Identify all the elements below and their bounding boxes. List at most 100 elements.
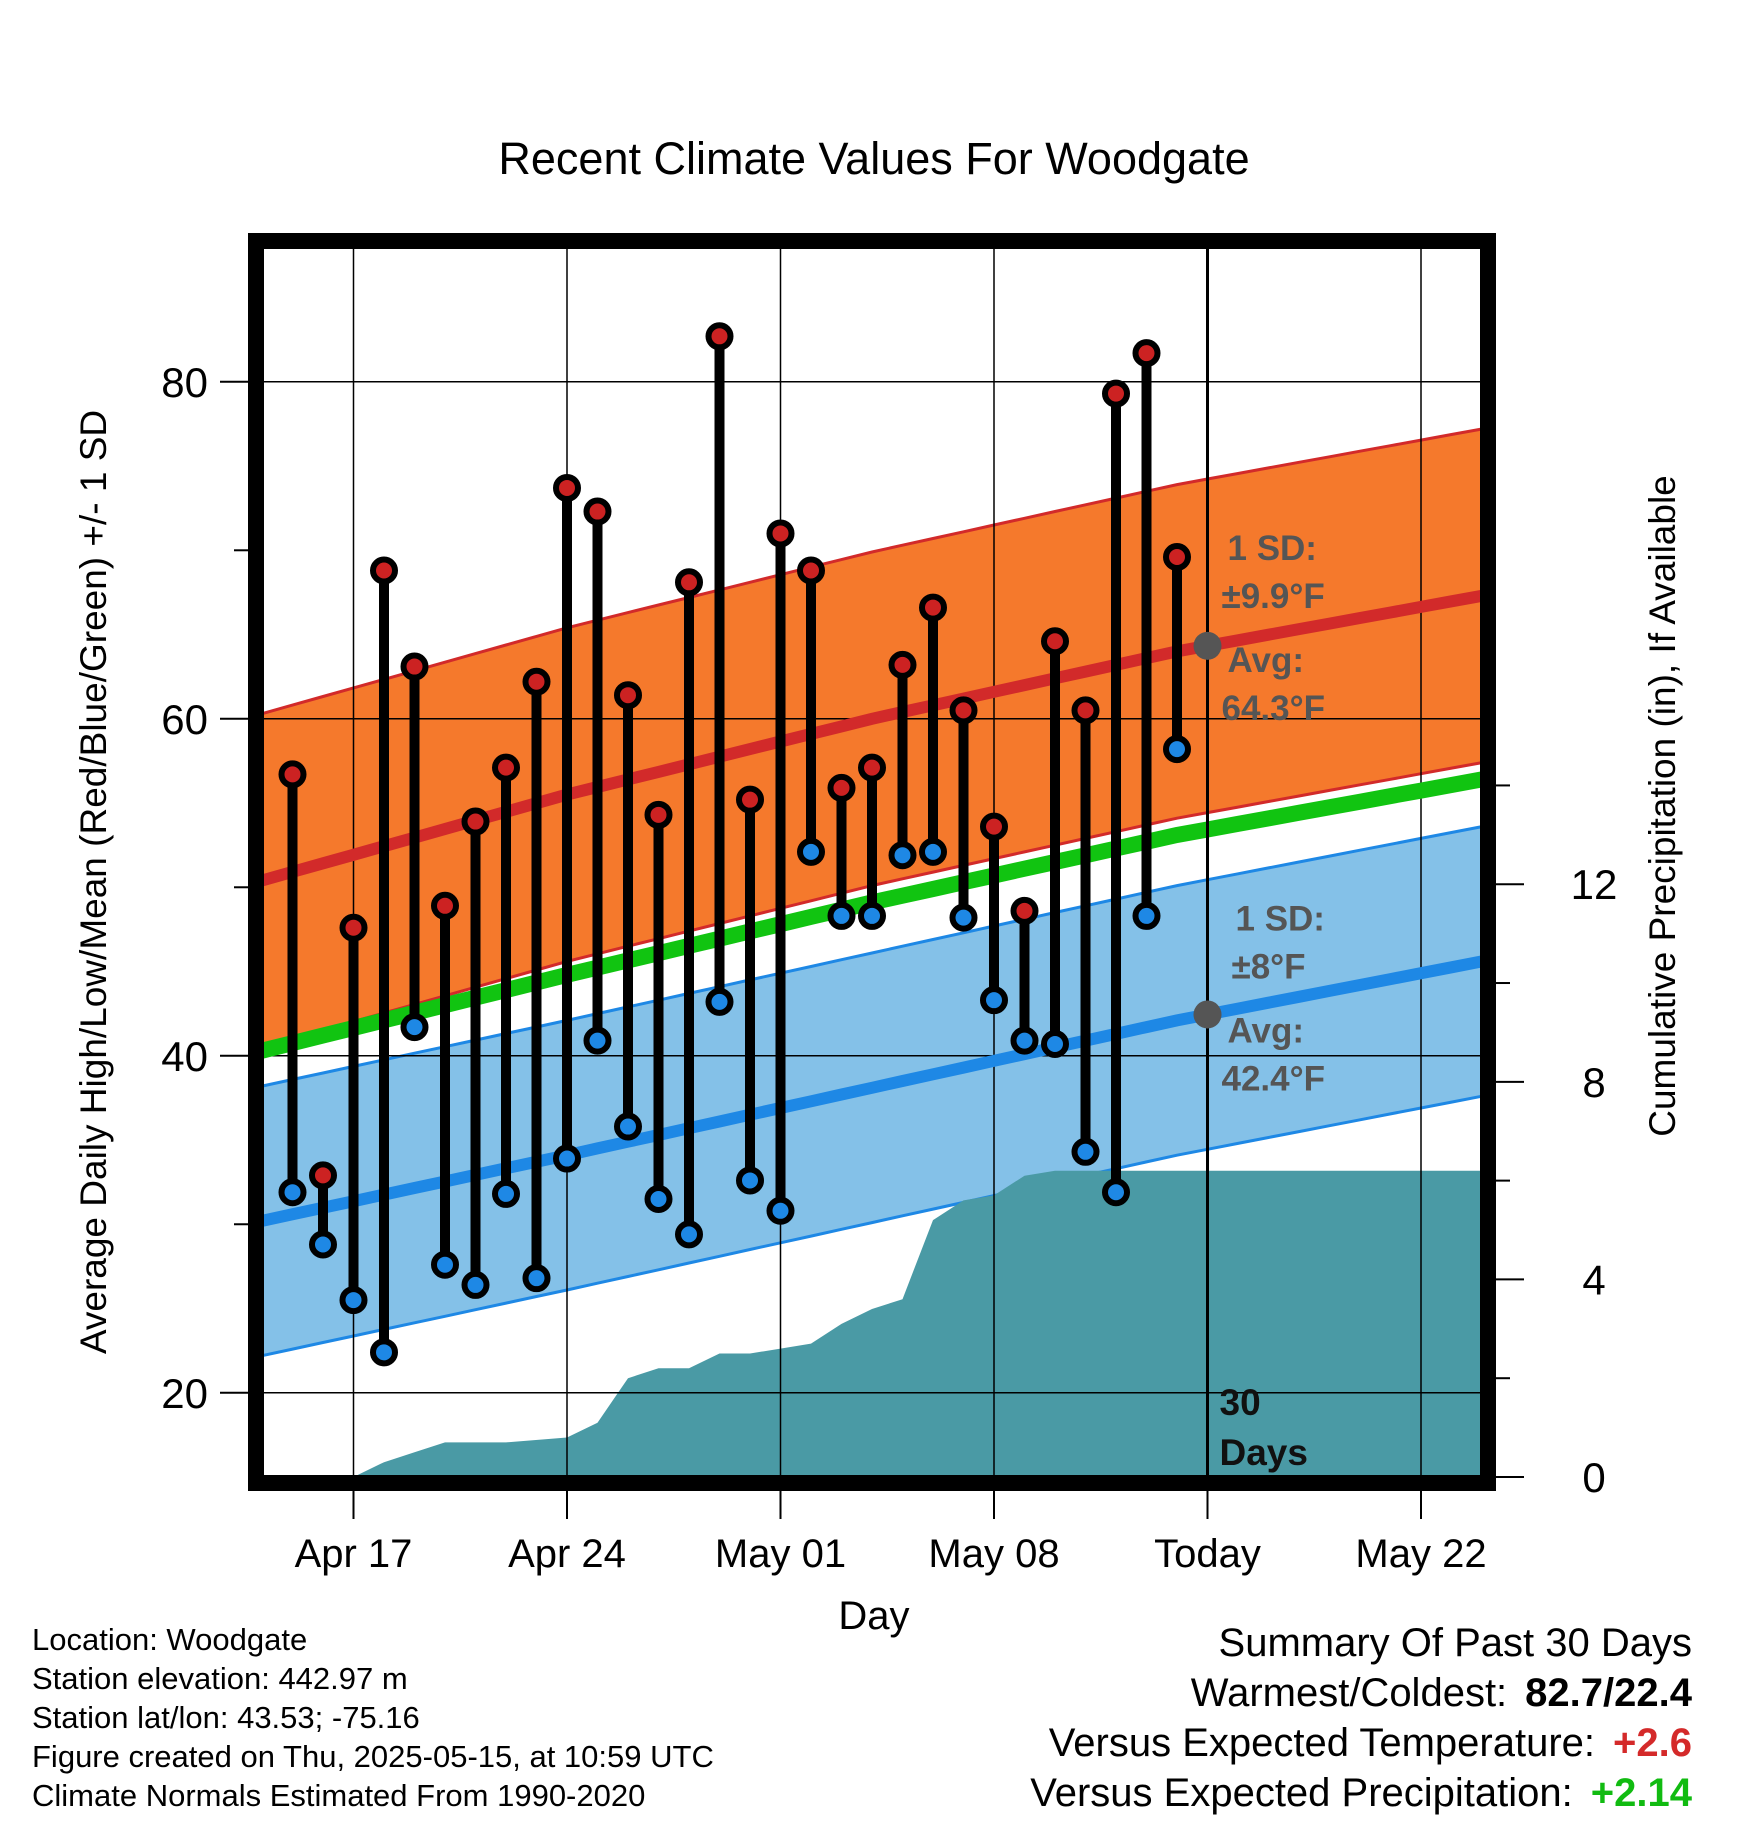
high-avg-value: 64.3°F bbox=[1222, 689, 1326, 728]
high-temp-point bbox=[339, 913, 368, 942]
low-temp-point bbox=[827, 901, 856, 930]
high-temp-point bbox=[461, 807, 490, 836]
high-temp-point bbox=[1041, 627, 1069, 656]
y-tick-label-right: 4 bbox=[1582, 1256, 1605, 1303]
plot-area bbox=[260, 247, 1484, 1477]
high-sd-upper-edge bbox=[261, 427, 1483, 716]
x-axis-label: Day bbox=[838, 1594, 909, 1638]
chart-title: Recent Climate Values For Woodgate bbox=[498, 133, 1249, 184]
low-temp-point bbox=[1010, 1026, 1039, 1055]
low-temp-point bbox=[583, 1026, 612, 1055]
low-temp-point bbox=[278, 1178, 307, 1207]
today-low-avg-marker bbox=[1193, 1000, 1222, 1029]
high-temp-point bbox=[614, 681, 642, 710]
low-avg-value: 42.4°F bbox=[1222, 1059, 1326, 1098]
low-sd-label: 1 SD: bbox=[1236, 899, 1325, 938]
high-temp-point bbox=[736, 785, 764, 814]
low-sd-lower-edge bbox=[261, 1094, 1483, 1358]
low-temp-point bbox=[431, 1250, 459, 1279]
low-sd-value: ±8°F bbox=[1232, 947, 1306, 986]
annotations: 1 SD: ±9.9°F Avg: 64.3°F 1 SD: ±8°F Avg: 42.4°F… bbox=[1220, 529, 1326, 1473]
summary-panel: Summary Of Past 30 Days Warmest/Coldest:… bbox=[1030, 1618, 1692, 1818]
high-temp-point bbox=[553, 473, 581, 502]
high-temp-point bbox=[431, 891, 459, 920]
y-axis-label-left: Average Daily High/Low/Mean (Red/Blue/Gr… bbox=[73, 410, 114, 1354]
low-mean-line bbox=[260, 955, 1484, 1227]
temp-label: Versus Expected Temperature: bbox=[1048, 1721, 1596, 1765]
low-temp-point bbox=[980, 986, 1008, 1015]
x-tick-label: May 01 bbox=[715, 1532, 846, 1576]
warmest-coldest-label: Warmest/Coldest: bbox=[1190, 1671, 1508, 1715]
low-temp-point bbox=[919, 837, 947, 866]
low-temp-point bbox=[736, 1166, 764, 1195]
low-temp-point bbox=[644, 1184, 673, 1213]
low-temp-point bbox=[1132, 901, 1161, 930]
high-temp-point bbox=[1102, 379, 1130, 408]
low-temp-point bbox=[339, 1286, 368, 1315]
low-sd-upper-edge bbox=[261, 825, 1483, 1088]
low-temp-point bbox=[309, 1230, 337, 1259]
summary-title: Summary Of Past 30 Days bbox=[1218, 1621, 1692, 1665]
high-temp-point bbox=[797, 556, 825, 585]
high-temp-point bbox=[583, 497, 612, 526]
high-temp-point bbox=[827, 773, 856, 802]
y-axis-label-right: Cumulative Precipitation (in), If Availa… bbox=[1642, 475, 1683, 1137]
elevation-text: Station elevation: 442.97 m bbox=[32, 1661, 408, 1696]
location-text: Location: Woodgate bbox=[32, 1622, 308, 1657]
y-tick-label-right: 0 bbox=[1582, 1454, 1605, 1501]
low-temp-point bbox=[675, 1220, 703, 1249]
low-temp-point bbox=[553, 1144, 581, 1173]
created-text: Figure created on Thu, 2025-05-15, at 10… bbox=[32, 1739, 714, 1774]
y-tick-label-left: 80 bbox=[161, 359, 208, 406]
low-avg-label: Avg: bbox=[1228, 1011, 1304, 1050]
temp-value: +2.6 bbox=[1613, 1721, 1692, 1765]
high-temp-point bbox=[1071, 696, 1100, 725]
high-temp-point bbox=[644, 800, 673, 829]
low-temp-point bbox=[858, 901, 886, 930]
low-temp-point bbox=[522, 1264, 551, 1293]
warmest-coldest-value: 82.7/22.4 bbox=[1525, 1671, 1692, 1715]
summary-temp: Versus Expected Temperature: +2.6 bbox=[1030, 1718, 1692, 1768]
precip-label: Versus Expected Precipitation: bbox=[1030, 1771, 1573, 1815]
high-temp-point bbox=[1163, 543, 1191, 572]
high-temp-point bbox=[522, 667, 551, 696]
low-temp-point bbox=[1041, 1029, 1069, 1058]
high-temp-point bbox=[766, 519, 795, 548]
high-temp-point bbox=[278, 760, 307, 789]
low-temp-point bbox=[766, 1196, 795, 1225]
summary-warmest-coldest: Warmest/Coldest: 82.7/22.4 bbox=[1030, 1668, 1692, 1718]
station-info: Location: Woodgate Station elevation: 44… bbox=[32, 1620, 714, 1815]
x-tick-label: May 08 bbox=[928, 1532, 1059, 1576]
low-temp-point bbox=[1071, 1137, 1100, 1166]
today-days-label-2: Days bbox=[1220, 1432, 1308, 1473]
high-temp-point bbox=[1132, 339, 1161, 368]
low-temp-point bbox=[370, 1338, 398, 1367]
high-temp-point bbox=[919, 593, 947, 622]
precip-value: +2.14 bbox=[1590, 1771, 1692, 1815]
low-temp-point bbox=[492, 1179, 520, 1208]
low-temp-point bbox=[797, 837, 825, 866]
today-days-label-1: 30 bbox=[1220, 1382, 1261, 1423]
low-temp-point bbox=[1102, 1178, 1130, 1207]
high-avg-label: Avg: bbox=[1228, 641, 1304, 680]
low-temp-point bbox=[888, 841, 917, 870]
low-temp-point bbox=[705, 987, 734, 1016]
high-sd-label: 1 SD: bbox=[1228, 529, 1317, 568]
x-tick-label: Today bbox=[1154, 1532, 1261, 1576]
y-tick-label-left: 60 bbox=[161, 696, 208, 743]
y-tick-label-left: 20 bbox=[161, 1370, 208, 1417]
today-high-avg-marker bbox=[1193, 631, 1222, 660]
x-tick-label: May 22 bbox=[1355, 1532, 1486, 1576]
latlon-text: Station lat/lon: 43.53; -75.16 bbox=[32, 1700, 420, 1735]
y-tick-label-right: 8 bbox=[1582, 1059, 1605, 1106]
high-temp-point bbox=[888, 650, 917, 679]
high-temp-point bbox=[1010, 896, 1039, 925]
y-tick-label-right: 12 bbox=[1571, 861, 1618, 908]
low-temp-point bbox=[1163, 735, 1191, 764]
low-temp-point bbox=[461, 1270, 490, 1299]
high-sd-value: ±9.9°F bbox=[1222, 577, 1325, 616]
low-temp-point bbox=[614, 1112, 642, 1141]
high-temp-point bbox=[949, 696, 978, 725]
axes: 20 40 60 80 0 4 8 12 Apr 17 Apr 24 May 01 May 08 Tod… bbox=[73, 233, 1683, 1638]
